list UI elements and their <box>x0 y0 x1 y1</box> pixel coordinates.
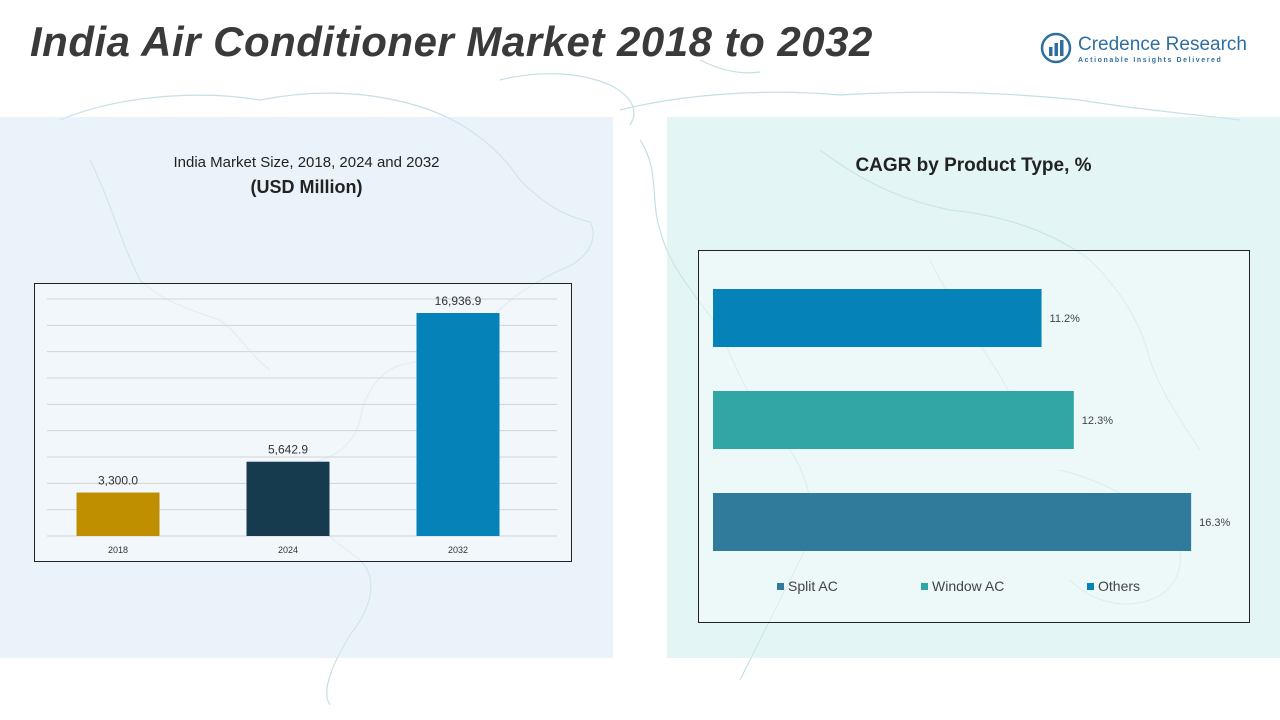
credence-research-logo: Credence Research Actionable Insights De… <box>1040 32 1260 72</box>
bar-2032 <box>416 312 500 536</box>
legend-label-window-ac: Window AC <box>932 578 1004 594</box>
legend-swatch-others <box>1087 583 1094 590</box>
logo-name: Credence Research <box>1078 34 1247 55</box>
bar-value-label-2024: 5,642.9 <box>268 443 308 457</box>
legend-swatch-window-ac <box>921 583 928 590</box>
bar-2018 <box>76 492 160 536</box>
hbar-split-ac <box>713 493 1192 551</box>
bar-value-label-2032: 16,936.9 <box>435 294 482 308</box>
legend-label-split-ac: Split AC <box>788 578 838 594</box>
cagr-chart-title: CAGR by Product Type, % <box>855 155 1092 176</box>
x-tick-label-2032: 2032 <box>448 545 468 555</box>
market-size-bar-chart: 3,300.0 2018 5,642.9 2024 16,936.9 2032 <box>47 294 557 555</box>
market-size-chart-frame: 3,300.0 2018 5,642.9 2024 16,936.9 2032 <box>34 283 572 562</box>
legend-label-others: Others <box>1098 578 1140 594</box>
bar-chart-logo-icon <box>1040 32 1072 64</box>
logo-tagline: Actionable Insights Delivered <box>1078 57 1223 64</box>
market-size-chart-title: India Market Size, 2018, 2024 and 2032 <box>173 154 440 171</box>
cagr-horizontal-bar-chart: 11.2% 12.3% 16.3% Split AC Window AC Others <box>713 289 1231 594</box>
legend-swatch-split-ac <box>777 583 784 590</box>
x-tick-label-2024: 2024 <box>278 545 298 555</box>
market-size-chart-subtitle: (USD Million) <box>250 177 363 197</box>
cagr-panel: CAGR by Product Type, % <box>667 117 1280 658</box>
hbar-value-label-split-ac: 16.3% <box>1199 517 1230 529</box>
hbar-value-label-window-ac: 12.3% <box>1082 415 1113 427</box>
page-title: India Air Conditioner Market 2018 to 203… <box>30 18 873 65</box>
hbar-value-label-others: 11.2% <box>1050 313 1081 325</box>
hbar-window-ac <box>713 391 1074 449</box>
x-tick-label-2018: 2018 <box>108 545 128 555</box>
market-size-panel: India Market Size, 2018, 2024 and 2032 (… <box>0 117 613 658</box>
hbar-others <box>713 289 1042 347</box>
bar-value-label-2018: 3,300.0 <box>98 474 138 488</box>
cagr-chart-frame: 11.2% 12.3% 16.3% Split AC Window AC Others <box>698 250 1250 623</box>
bar-2024 <box>246 461 330 536</box>
